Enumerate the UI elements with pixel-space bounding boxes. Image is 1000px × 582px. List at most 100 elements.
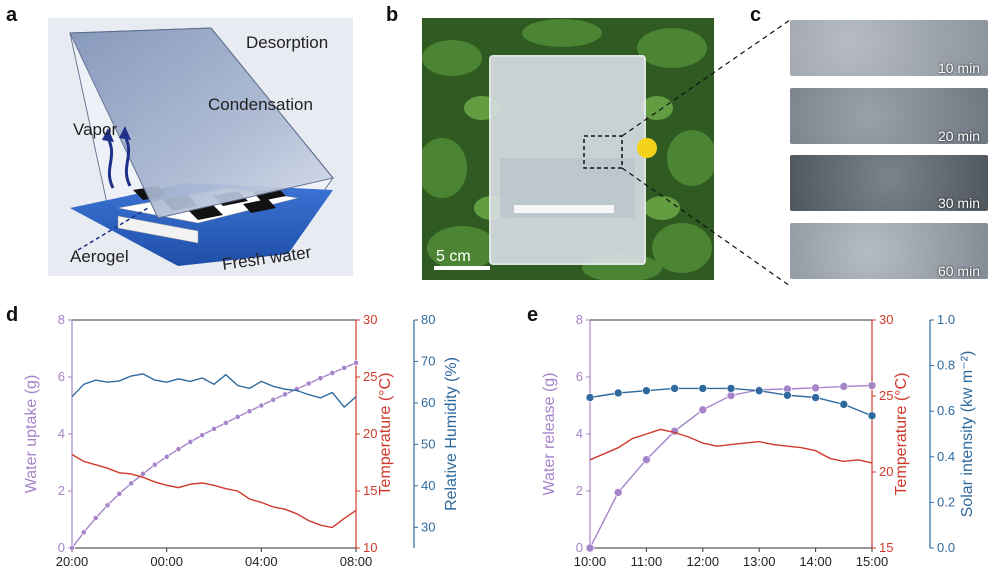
x-tick-label: 04:00: [245, 554, 278, 569]
series-line: [71, 453, 357, 529]
time-label: 20 min: [937, 128, 980, 144]
chart-d: 20:00 00:00 04:00 08:00 0 2 4 6 8 10 15 20 25 30 30 40 5…: [23, 312, 460, 569]
panel-letter-a: a: [6, 4, 18, 26]
data-point: [140, 470, 146, 477]
data-point: [585, 543, 595, 553]
y-tick-label: 70: [421, 353, 435, 368]
data-point: [642, 455, 651, 464]
data-point: [211, 425, 217, 432]
data-point: [726, 384, 736, 393]
series-line: [589, 428, 873, 464]
axis-title: Water release (g): [541, 373, 558, 496]
data-point: [270, 396, 277, 403]
data-point: [867, 411, 877, 421]
flower: [637, 138, 657, 158]
condensation-photo-10min: 10 min: [790, 20, 988, 76]
device-schematic: Desorption Condensation Vapor Aerogel Fr…: [48, 18, 353, 276]
condensation-photo-60min: 60 min: [790, 223, 988, 279]
x-tick-label: 12:00: [687, 554, 720, 569]
x-tick-label: 11:00: [631, 554, 663, 569]
y-tick-label: 8: [576, 312, 583, 327]
panel-letter-b: b: [386, 4, 399, 26]
condensation-photo-20min: 20 min: [790, 88, 988, 144]
y-tick-label: 6: [576, 369, 583, 384]
y-tick-label: 1.0: [937, 312, 955, 327]
series-line: [71, 362, 357, 549]
time-label: 60 min: [937, 263, 980, 279]
data-point: [305, 380, 312, 387]
time-label: 30 min: [937, 195, 980, 211]
x-tick-label: 13:00: [743, 554, 776, 569]
x-tick-label: 08:00: [340, 554, 373, 569]
label-desorption: Desorption: [246, 33, 328, 52]
data-point: [839, 400, 849, 409]
data-point: [613, 388, 623, 398]
y-tick-label: 80: [421, 312, 435, 327]
y-tick-label: 40: [421, 478, 435, 493]
axis-title: Solar intensity (kw m⁻²): [959, 351, 976, 518]
data-point: [613, 488, 623, 497]
data-point: [69, 545, 75, 551]
data-point: [187, 439, 194, 445]
y-tick-label: 20: [879, 464, 893, 479]
data-point: [92, 515, 99, 521]
y-tick-label: 30: [363, 312, 377, 327]
y-tick-label: 6: [58, 369, 65, 384]
y-tick-label: 15: [879, 540, 893, 555]
condensation-photo-30min: 30 min: [790, 155, 988, 211]
chart-e: 10:00 11:00 12:00 13:00 14:00 15:00 0 2 4 6 8 15 20 2…: [541, 312, 976, 569]
data-point: [175, 446, 182, 453]
axis-title: Temperature (°C): [377, 373, 394, 496]
y-tick-label: 60: [421, 395, 435, 410]
data-point: [811, 383, 820, 393]
label-aerogel: Aerogel: [70, 247, 129, 266]
prototype-photo: 5 cm: [422, 18, 714, 280]
y-tick-label: 0.8: [937, 358, 955, 373]
zoom-lines: [621, 19, 791, 287]
data-point: [642, 386, 651, 395]
axis-title: Relative Humidity (%): [443, 357, 460, 511]
y-tick-label: 25: [363, 369, 377, 384]
data-point: [585, 393, 595, 402]
data-point: [80, 529, 87, 536]
scale-bar: [434, 266, 490, 270]
axis-title: Temperature (°C): [893, 373, 910, 496]
data-point: [839, 382, 849, 391]
panel-letter-d: d: [6, 304, 19, 326]
data-point: [234, 414, 241, 420]
y-tick-label: 30: [421, 519, 435, 534]
data-point: [783, 390, 792, 400]
label-vapor: Vapor: [73, 120, 117, 139]
data-point: [867, 381, 877, 390]
y-tick-label: 0.4: [937, 449, 955, 464]
data-point: [726, 391, 736, 400]
data-point: [128, 480, 135, 487]
y-tick-label: 2: [576, 483, 583, 498]
x-tick-label: 10:00: [574, 554, 607, 569]
series-line: [589, 384, 873, 549]
data-point: [698, 405, 708, 415]
y-tick-label: 2: [58, 483, 65, 498]
x-tick-label: 14:00: [799, 554, 832, 569]
data-point: [116, 490, 123, 497]
data-point: [353, 359, 359, 366]
y-tick-label: 15: [363, 483, 377, 498]
time-label: 10 min: [937, 60, 980, 76]
data-point: [282, 391, 288, 398]
data-point: [754, 386, 764, 395]
data-point: [246, 408, 253, 415]
x-tick-label: 00:00: [150, 554, 183, 569]
axis-title: Water uptake (g): [23, 375, 40, 494]
y-tick-label: 4: [576, 426, 583, 441]
y-tick-label: 20: [363, 426, 377, 441]
data-point: [258, 402, 265, 409]
y-tick-label: 8: [58, 312, 65, 327]
x-tick-label: 20:00: [56, 554, 89, 569]
y-tick-label: 10: [363, 540, 377, 555]
panel-letter-e: e: [527, 304, 539, 326]
label-condensation: Condensation: [208, 95, 313, 114]
y-tick-label: 0.2: [937, 494, 955, 509]
y-tick-label: 4: [58, 426, 65, 441]
series-line: [71, 373, 357, 409]
vapor-arrows: [106, 135, 132, 189]
